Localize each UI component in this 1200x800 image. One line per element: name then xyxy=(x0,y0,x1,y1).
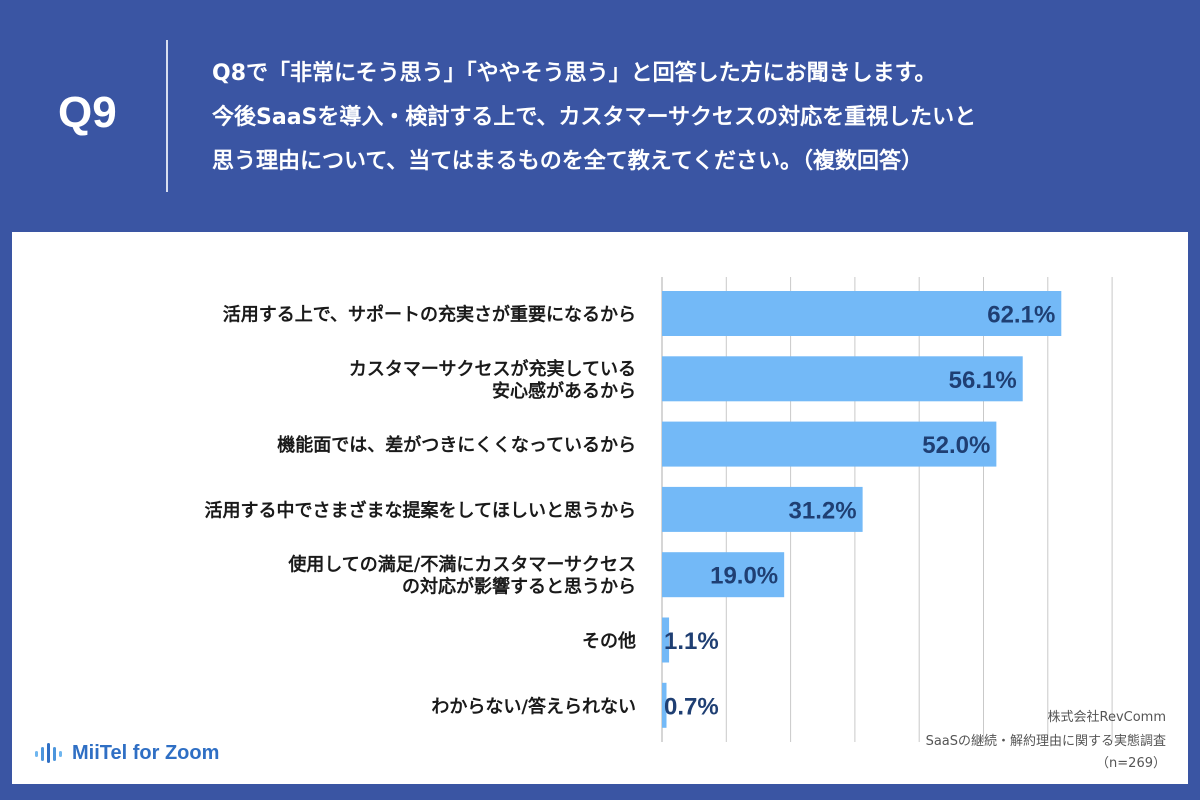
logo-text: MiiTel for Zoom xyxy=(72,741,220,764)
category-label: 使用しての満足/不満にカスタマーサクセス xyxy=(287,554,636,576)
bar xyxy=(662,421,997,467)
chart-panel: 62.1% 活用する上で、サポートの充実さが重要になるから 56.1% カスタマーサク… xyxy=(12,232,1188,784)
bar xyxy=(662,617,670,663)
source-company: 株式会社RevComm xyxy=(1047,710,1167,725)
value-label: 62.1% xyxy=(987,302,1055,329)
category-label: わからない/答えられない xyxy=(431,695,636,717)
category-label: 機能面では、差がつきにくくなっているから xyxy=(277,434,636,456)
header: Q9 Q8で「非常にそう思う」「ややそう思う」と回答した方にお聞きします。 今後… xyxy=(0,0,1200,232)
value-label: 31.2% xyxy=(789,497,857,524)
bar xyxy=(662,682,667,728)
source-survey: SaaSの継続・解約理由に関する実態調査 xyxy=(925,734,1166,749)
value-label: 56.1% xyxy=(949,367,1017,394)
category-label: その他 xyxy=(582,630,636,652)
value-label: 0.7% xyxy=(664,693,719,720)
logo: MiiTel for Zoom xyxy=(34,740,219,766)
bar xyxy=(662,291,1062,336)
bar-chart: 62.1% 活用する上で、サポートの充実さが重要になるから 56.1% カスタマーサク… xyxy=(205,277,1113,742)
value-label: 52.0% xyxy=(922,432,990,459)
value-label: 19.0% xyxy=(710,563,778,590)
question-text: Q8で「非常にそう思う」「ややそう思う」と回答した方にお聞きします。 今後Saa… xyxy=(212,61,977,174)
bar xyxy=(662,356,1023,402)
category-label: 活用する中でさまざまな提案をしてほしいと思うから xyxy=(205,499,636,521)
category-label: 安心感があるから xyxy=(492,380,636,402)
source-n: （n=269） xyxy=(1096,756,1166,771)
bar xyxy=(662,486,863,532)
audio-wave-icon xyxy=(35,743,62,763)
bar xyxy=(662,552,785,598)
question-number: Q9 xyxy=(58,88,117,137)
category-label: の対応が影響すると思うから xyxy=(402,576,636,598)
value-label: 1.1% xyxy=(664,628,719,655)
category-label: 活用する上で、サポートの充実さが重要になるから xyxy=(223,304,636,326)
category-label: カスタマーサクセスが充実している xyxy=(349,358,636,380)
header-divider xyxy=(166,40,168,192)
